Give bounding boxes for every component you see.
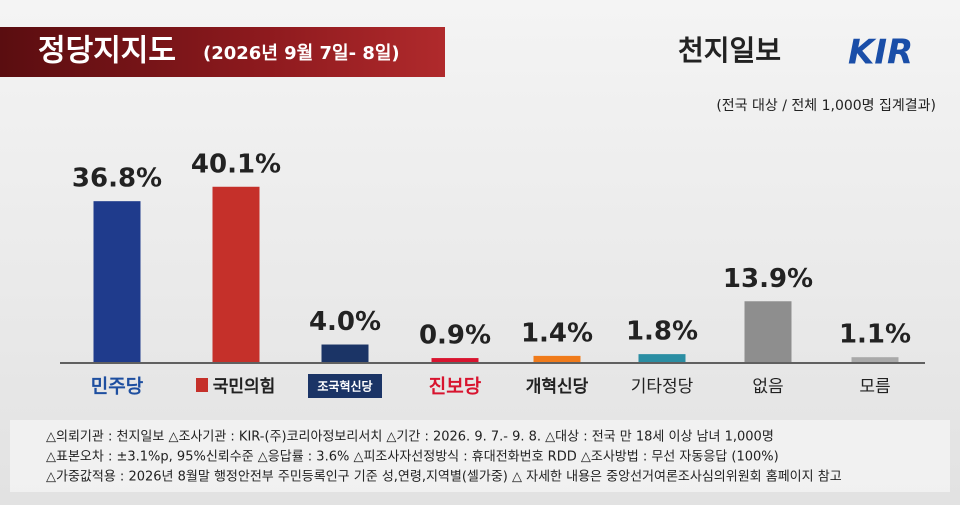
bar [431,358,479,362]
bar [638,354,686,362]
footnote: △가중값적용 : 2026년 8월말 행정안전부 주민등록인구 기준 성,연령,… [46,469,842,485]
x-tick-label: 민주당 [91,376,144,398]
chart-title: 정당지지도 [38,34,176,69]
party-logo-mark [196,378,208,392]
bar [533,355,581,362]
x-tick-label: 기타정당 [631,377,694,397]
publisher: 천지일보 [678,34,781,67]
x-tick-label: 없음 [752,377,783,397]
footnote: △의뢰기관 : 천지일보 △조사기관 : KIR-(주)코리아정보리서치 △기간… [46,430,774,445]
value-label: 0.9% [419,321,491,351]
footnote: △표본오차 : ±3.1%p, 95%신뢰수준 △응답률 : 3.6% △피조사… [46,450,779,465]
value-label: 1.1% [839,320,911,350]
chart-subtitle: (2026년 9월 7일- 8일) [203,43,400,64]
title-banner [0,27,445,77]
bar [321,344,369,362]
value-label: 1.8% [626,317,698,347]
party-logo-box [308,374,382,398]
x-tick-label: 조국혁신당 [317,379,372,394]
logo: KIR [848,33,913,73]
value-label: 1.4% [521,318,593,348]
x-tick-label: 진보당 [429,376,482,398]
x-tick-label: 개혁신당 [526,376,589,397]
bar [212,186,260,362]
bar [93,201,141,362]
footnote-box [10,420,950,492]
bar [744,301,792,362]
value-label: 36.8% [72,164,162,194]
value-label: 4.0% [309,307,381,337]
bar [851,357,899,362]
value-label: 13.9% [723,264,813,294]
value-label: 40.1% [191,149,281,179]
x-tick-label: 모름 [859,377,890,397]
survey-note: (전국 대상 / 전체 1,000명 집계결과) [716,98,936,114]
x-tick-label: 국민의힘 [213,376,276,397]
